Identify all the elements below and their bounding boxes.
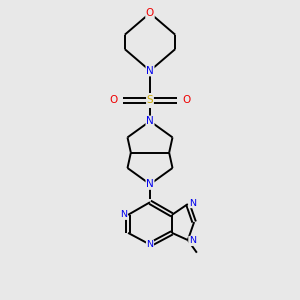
Text: N: N: [146, 66, 154, 76]
Text: N: N: [120, 210, 127, 219]
Text: N: N: [189, 199, 196, 208]
Text: N: N: [146, 179, 154, 189]
Text: O: O: [110, 95, 118, 106]
Text: N: N: [146, 240, 154, 249]
Text: N: N: [189, 236, 196, 245]
Text: S: S: [147, 95, 153, 106]
Text: O: O: [182, 95, 190, 106]
Text: N: N: [146, 116, 154, 126]
Text: O: O: [146, 8, 154, 18]
